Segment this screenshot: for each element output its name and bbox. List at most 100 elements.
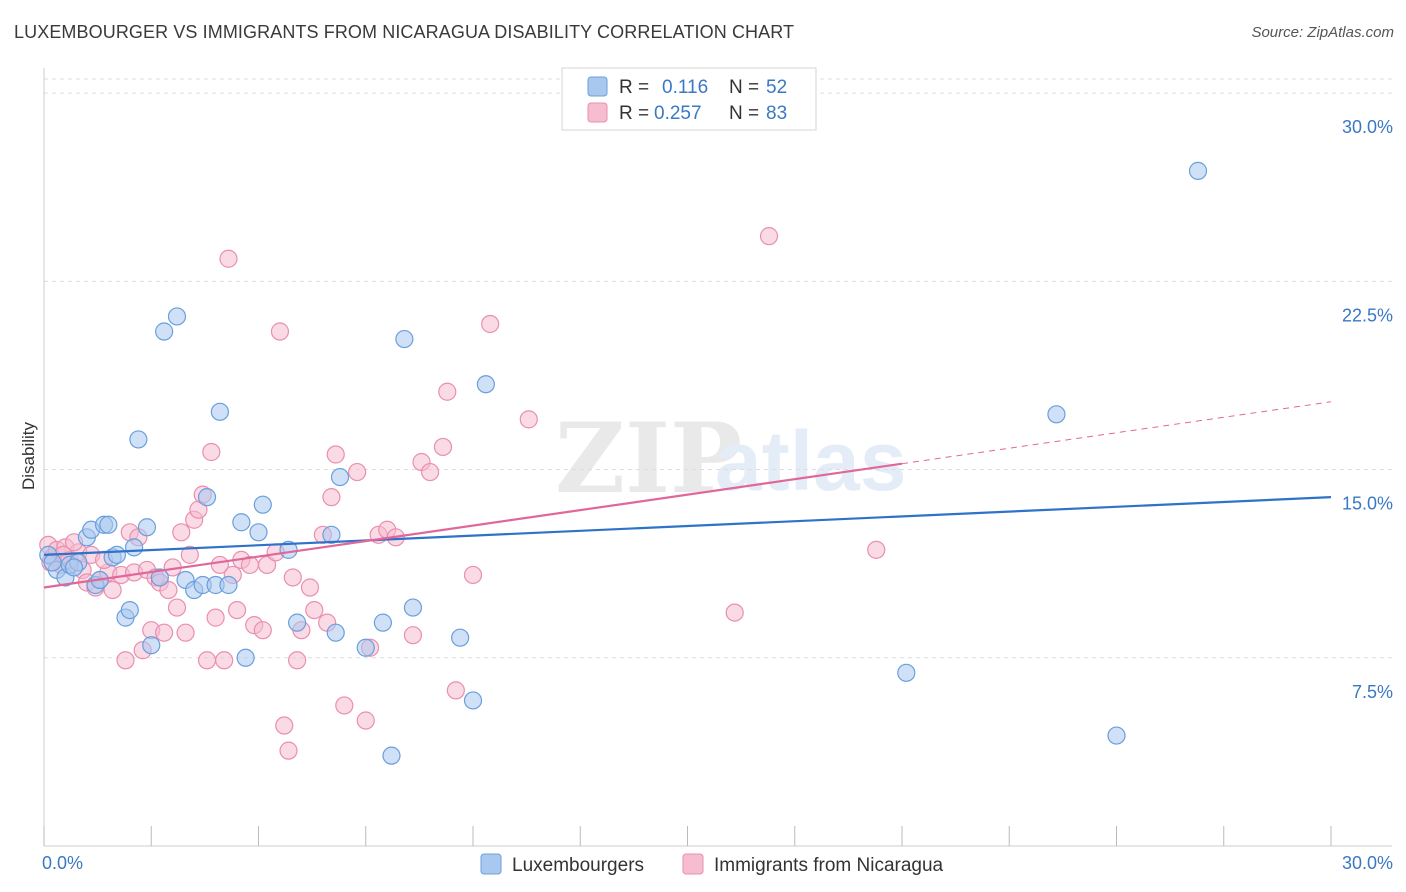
luxembourgers-point-34 (326, 623, 345, 642)
chart-source: Source: ZipAtlas.com (1251, 24, 1394, 41)
immigrants-from-nicaragua-point-78 (867, 540, 886, 559)
luxembourgers-point-42 (451, 628, 470, 647)
immigrants-from-nicaragua-trend-line-extension (901, 401, 1332, 465)
bottom-legend-blue-swatch (480, 853, 502, 875)
luxembourgers-point-20 (167, 307, 187, 326)
watermark-atlas: atlas (715, 414, 906, 508)
x-tick-label-right: 30.0% (1342, 853, 1393, 873)
immigrants-from-nicaragua-point-25 (159, 580, 178, 600)
immigrants-from-nicaragua-point-54 (300, 578, 320, 597)
series-luxembourgers (39, 161, 1208, 765)
watermark-zip: ZIP (555, 402, 742, 515)
luxembourgers-point-16 (137, 518, 157, 537)
immigrants-from-nicaragua-point-60 (335, 696, 354, 715)
immigrants-from-nicaragua-point-36 (206, 608, 225, 627)
immigrants-from-nicaragua-point-30 (180, 545, 199, 564)
immigrants-from-nicaragua-point-35 (202, 442, 221, 462)
immigrants-from-nicaragua-point-52 (288, 651, 307, 670)
immigrants-from-nicaragua-point-51 (283, 568, 302, 587)
immigrants-from-nicaragua-point-39 (219, 249, 238, 268)
immigrants-from-nicaragua-point-75 (519, 410, 538, 429)
y-tick-labels: 7.5% 15.0% 22.5% 30.0% (1342, 117, 1393, 702)
legend-pink-n-label: N = (729, 103, 759, 124)
luxembourgers-point-41 (403, 598, 423, 617)
luxembourgers-point-26 (210, 402, 229, 421)
y-tick-label-3: 30.0% (1342, 117, 1393, 137)
y-axis-label: Disability (19, 421, 38, 490)
luxembourgers-point-14 (124, 538, 144, 557)
luxembourgers-point-11 (107, 545, 127, 564)
luxembourgers-point-18 (150, 568, 169, 587)
immigrants-from-nicaragua-point-77 (759, 227, 779, 246)
immigrants-from-nicaragua-point-58 (322, 488, 341, 507)
luxembourgers-point-35 (322, 525, 341, 544)
luxembourgers-point-30 (249, 523, 268, 542)
bottom-legend-pink-swatch (682, 853, 704, 875)
immigrants-from-nicaragua-point-38 (215, 651, 234, 670)
immigrants-from-nicaragua-point-61 (348, 462, 367, 482)
immigrants-from-nicaragua-point-59 (326, 445, 345, 464)
axes (43, 68, 1392, 847)
immigrants-from-nicaragua-point-67 (403, 626, 423, 645)
luxembourgers-point-48 (1188, 161, 1208, 180)
y-tick-label-0: 7.5% (1352, 682, 1393, 702)
legend-pink-swatch (587, 102, 608, 123)
bottom-legend-luxembourgers: Luxembourgers (512, 855, 644, 876)
immigrants-from-nicaragua-point-72 (446, 681, 465, 700)
immigrants-from-nicaragua-trend-line (43, 462, 903, 589)
luxembourgers-point-32 (279, 540, 298, 559)
luxembourgers-point-47 (1107, 726, 1126, 745)
luxembourgers-trend-line (43, 496, 1332, 556)
luxembourgers-point-19 (155, 322, 174, 341)
luxembourgers-point-28 (232, 513, 251, 532)
luxembourgers-point-37 (356, 638, 375, 657)
legend-pink-r-label: R = (619, 103, 649, 124)
immigrants-from-nicaragua-point-50 (279, 741, 298, 760)
legend-pink-n-value: 83 (766, 103, 787, 124)
immigrants-from-nicaragua-point-41 (227, 600, 247, 620)
top-legend: R = 0.116 N = 52 R = 0.257 N = 83 (561, 67, 817, 131)
immigrants-from-nicaragua-point-76 (725, 603, 744, 622)
immigrants-from-nicaragua-point-24 (155, 623, 174, 642)
luxembourgers-point-31 (253, 495, 272, 514)
bottom-legend-nicaragua: Immigrants from Nicaragua (714, 855, 944, 876)
legend-blue-n-value: 52 (766, 77, 787, 98)
immigrants-from-nicaragua-point-70 (433, 437, 453, 457)
immigrants-from-nicaragua-point-29 (176, 623, 195, 642)
immigrants-from-nicaragua-point-34 (197, 651, 217, 670)
luxembourgers-point-44 (476, 375, 495, 394)
trend-lines (43, 401, 1332, 589)
luxembourgers-point-49 (43, 553, 62, 572)
immigrants-from-nicaragua-point-27 (167, 598, 187, 617)
luxembourgers-point-27 (219, 575, 238, 595)
luxembourgers-point-45 (897, 663, 916, 682)
immigrants-from-nicaragua-point-62 (356, 711, 375, 730)
luxembourgers-point-50 (64, 558, 84, 577)
luxembourgers-point-9 (99, 515, 118, 534)
y-tick-label-1: 15.0% (1342, 494, 1393, 514)
chart-title: LUXEMBOURGER VS IMMIGRANTS FROM NICARAGU… (14, 22, 795, 42)
immigrants-from-nicaragua-point-15 (116, 651, 135, 670)
luxembourgers-point-24 (197, 488, 217, 507)
luxembourgers-point-13 (120, 600, 139, 620)
legend-blue-r-label: R = (619, 77, 649, 98)
immigrants-from-nicaragua-point-55 (305, 600, 324, 620)
legend-pink-r-value: 0.257 (654, 103, 702, 124)
luxembourgers-point-40 (395, 329, 414, 349)
luxembourgers-point-39 (382, 746, 401, 765)
y-tick-label-2: 22.5% (1342, 305, 1393, 325)
luxembourgers-point-36 (330, 467, 350, 487)
watermark: ZIP atlas (555, 402, 906, 515)
immigrants-from-nicaragua-point-69 (421, 462, 440, 482)
bottom-legend: Luxembourgers Immigrants from Nicaragua (480, 853, 944, 876)
luxembourgers-point-29 (236, 648, 255, 667)
immigrants-from-nicaragua-point-45 (253, 621, 272, 640)
immigrants-from-nicaragua-point-13 (103, 580, 122, 600)
legend-blue-r-value: 0.116 (662, 77, 708, 98)
x-tick-label-left: 0.0% (42, 853, 83, 873)
legend-blue-swatch (587, 76, 608, 97)
immigrants-from-nicaragua-point-71 (438, 382, 457, 401)
luxembourgers-point-33 (288, 613, 307, 632)
luxembourgers-point-38 (373, 613, 393, 632)
immigrants-from-nicaragua-point-73 (463, 565, 483, 585)
